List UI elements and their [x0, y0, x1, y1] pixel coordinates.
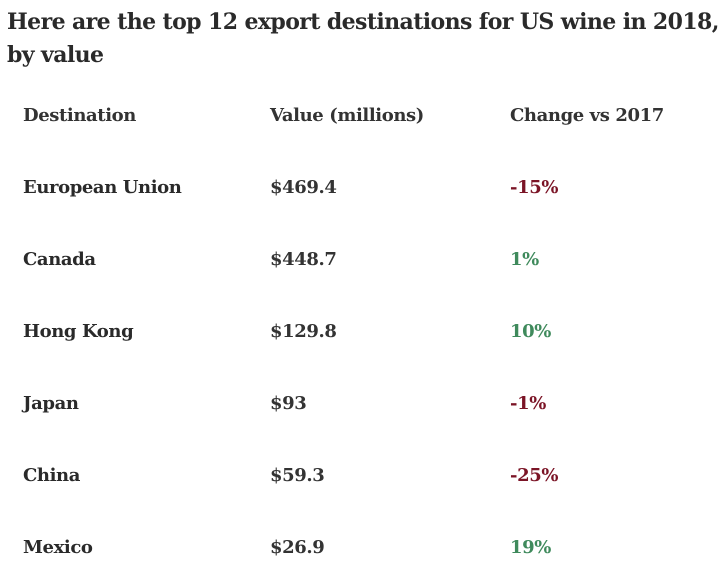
change-cell: 10%: [510, 321, 551, 342]
change-cell: 1%: [510, 249, 539, 270]
value-cell: $448.7: [270, 249, 337, 270]
column-header-change: Change vs 2017: [510, 105, 664, 126]
value-cell: $93: [270, 393, 307, 414]
destination-cell: European Union: [23, 177, 182, 198]
column-header-value: Value (millions): [270, 105, 424, 126]
destination-cell: Mexico: [23, 537, 93, 558]
destination-cell: Japan: [23, 393, 79, 414]
change-cell: -15%: [510, 177, 559, 198]
destination-cell: China: [23, 465, 81, 486]
value-cell: $26.9: [270, 537, 325, 558]
change-cell: 19%: [510, 537, 551, 558]
change-cell: -1%: [510, 393, 546, 414]
value-cell: $59.3: [270, 465, 325, 486]
change-cell: -25%: [510, 465, 559, 486]
value-cell: $469.4: [270, 177, 337, 198]
destination-cell: Hong Kong: [23, 321, 134, 342]
table-title: Here are the top 12 export destinations …: [7, 9, 719, 68]
column-header-destination: Destination: [23, 105, 136, 126]
destination-cell: Canada: [23, 249, 96, 270]
value-cell: $129.8: [270, 321, 337, 342]
